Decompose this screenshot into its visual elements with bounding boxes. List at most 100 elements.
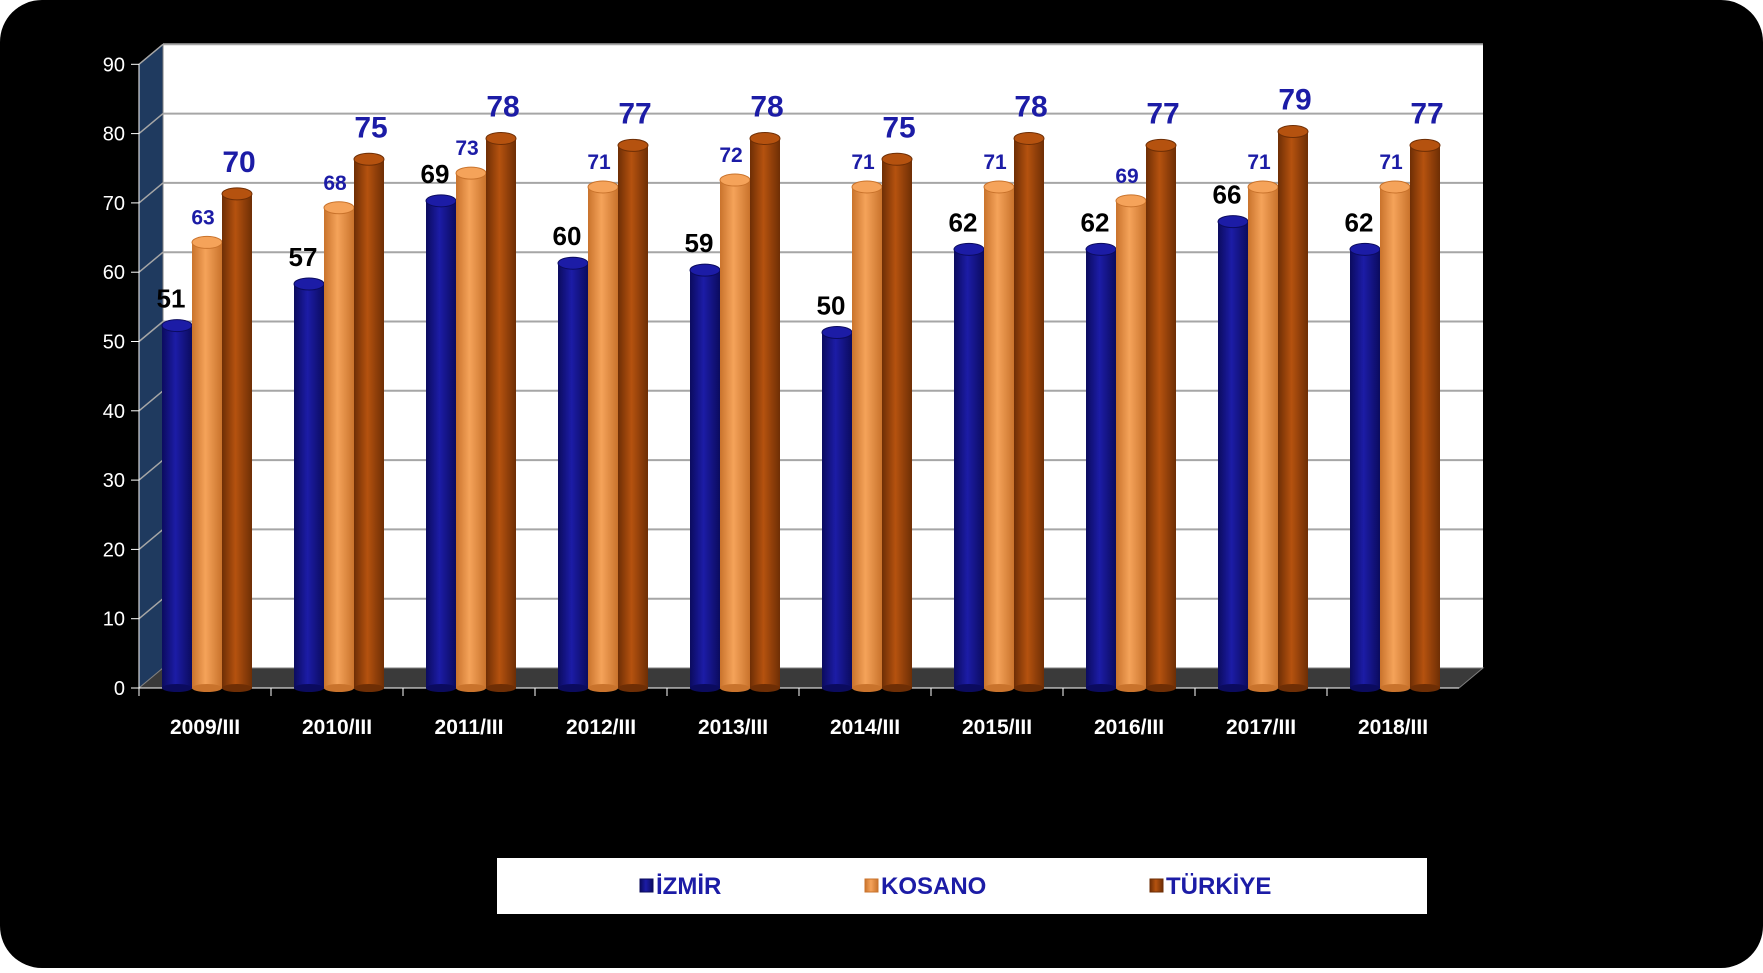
bar-top-cap <box>821 326 853 339</box>
bar-2 <box>221 187 253 692</box>
legend-label: TÜRKİYE <box>1166 873 1271 900</box>
bar-body <box>1350 249 1380 688</box>
bar-top-cap <box>221 187 253 201</box>
x-tick-label: 2016/III <box>1094 716 1164 739</box>
bar-top-cap <box>191 235 223 249</box>
bar-body <box>954 249 984 688</box>
bar-bottom-cap <box>222 684 252 692</box>
bar-body <box>162 325 192 688</box>
bar-bottom-cap <box>1014 684 1044 692</box>
bar-0 <box>1349 242 1381 692</box>
y-tick-label: 10 <box>103 609 125 631</box>
bar-top-cap <box>1349 242 1381 256</box>
bar-body <box>1146 145 1176 688</box>
bar-body <box>192 242 222 688</box>
bar-1 <box>191 235 223 692</box>
bar-body <box>354 159 384 688</box>
bar-top-cap <box>1247 180 1279 194</box>
bar-body <box>558 263 588 688</box>
bar-top-cap <box>617 138 649 152</box>
bar-top-cap <box>1115 194 1147 208</box>
bar-body <box>1410 145 1440 688</box>
bar-top-cap <box>557 256 589 270</box>
data-label: 78 <box>1014 90 1047 123</box>
bar-body <box>852 186 882 688</box>
bar-top-cap <box>881 152 913 166</box>
bar-bottom-cap <box>324 684 354 692</box>
gridline-side <box>138 598 164 620</box>
bar-top-cap <box>983 180 1015 194</box>
bar-bottom-cap <box>1116 684 1146 692</box>
data-label: 75 <box>354 111 387 144</box>
bar-bottom-cap <box>1218 684 1248 692</box>
x-tick-label: 2017/III <box>1226 716 1296 739</box>
data-label: 77 <box>618 97 651 130</box>
bar-1 <box>455 166 487 692</box>
x-tick-label: 2014/III <box>830 716 900 739</box>
bar-bottom-cap <box>984 684 1014 692</box>
bar-1 <box>983 180 1015 692</box>
bar-0 <box>557 256 589 692</box>
bar-body <box>1116 200 1146 688</box>
legend-swatch <box>864 878 879 893</box>
bar-2 <box>1277 125 1309 692</box>
bar-bottom-cap <box>558 684 588 692</box>
bar-bottom-cap <box>486 684 516 692</box>
bar-body <box>1014 138 1044 688</box>
gridline-side <box>138 43 164 65</box>
bar-1 <box>719 173 751 692</box>
bar-bottom-cap <box>618 684 648 692</box>
x-tick-label: 2015/III <box>962 716 1032 739</box>
y-tick-label: 90 <box>103 54 125 76</box>
bar-1 <box>851 180 883 692</box>
data-label: 57 <box>289 242 318 272</box>
bar-2 <box>1145 138 1177 692</box>
bar-top-cap <box>293 277 325 291</box>
bar-bottom-cap <box>1278 684 1308 692</box>
bar-0 <box>689 263 721 692</box>
gridline-side <box>138 528 164 550</box>
y-tick-label: 70 <box>103 193 125 215</box>
y-tick-label: 50 <box>103 332 125 354</box>
bar-bottom-cap <box>1350 684 1380 692</box>
data-label: 68 <box>323 172 347 195</box>
bar-1 <box>1247 180 1279 692</box>
data-label: 69 <box>1115 165 1138 188</box>
bar-body <box>984 186 1014 688</box>
bar-body <box>1248 186 1278 688</box>
bar-2 <box>1409 138 1441 692</box>
data-label: 62 <box>1081 207 1110 237</box>
bar-top-cap <box>953 242 985 256</box>
bar-body <box>618 145 648 688</box>
bar-body <box>588 186 618 688</box>
bar-0 <box>821 326 853 692</box>
legend-label: KOSANO <box>881 873 986 900</box>
bar-bottom-cap <box>1086 684 1116 692</box>
bar-0 <box>1085 242 1117 692</box>
bar-2 <box>881 152 913 692</box>
bar-bottom-cap <box>852 684 882 692</box>
bar-2 <box>617 138 649 692</box>
bar-bottom-cap <box>822 684 852 692</box>
y-tick-label: 40 <box>103 401 125 423</box>
bar-2 <box>485 131 517 692</box>
gridline-side <box>138 320 164 343</box>
y-tick-label: 30 <box>103 470 125 492</box>
data-label: 50 <box>817 291 846 321</box>
x-tick-label: 2010/III <box>302 716 372 739</box>
bar-1 <box>1115 194 1147 692</box>
data-label: 71 <box>983 151 1007 174</box>
bar-body <box>882 159 912 688</box>
data-label: 60 <box>553 221 582 251</box>
y-tick-label: 60 <box>103 262 125 284</box>
bar-1 <box>587 180 619 692</box>
bar-2 <box>749 131 781 692</box>
bar-body <box>486 138 516 688</box>
y-tick-label: 80 <box>103 124 125 146</box>
bar-0 <box>425 194 457 692</box>
bar-body <box>750 138 780 688</box>
bar-top-cap <box>587 180 619 194</box>
bar-top-cap <box>323 201 355 215</box>
data-label: 62 <box>949 207 978 237</box>
